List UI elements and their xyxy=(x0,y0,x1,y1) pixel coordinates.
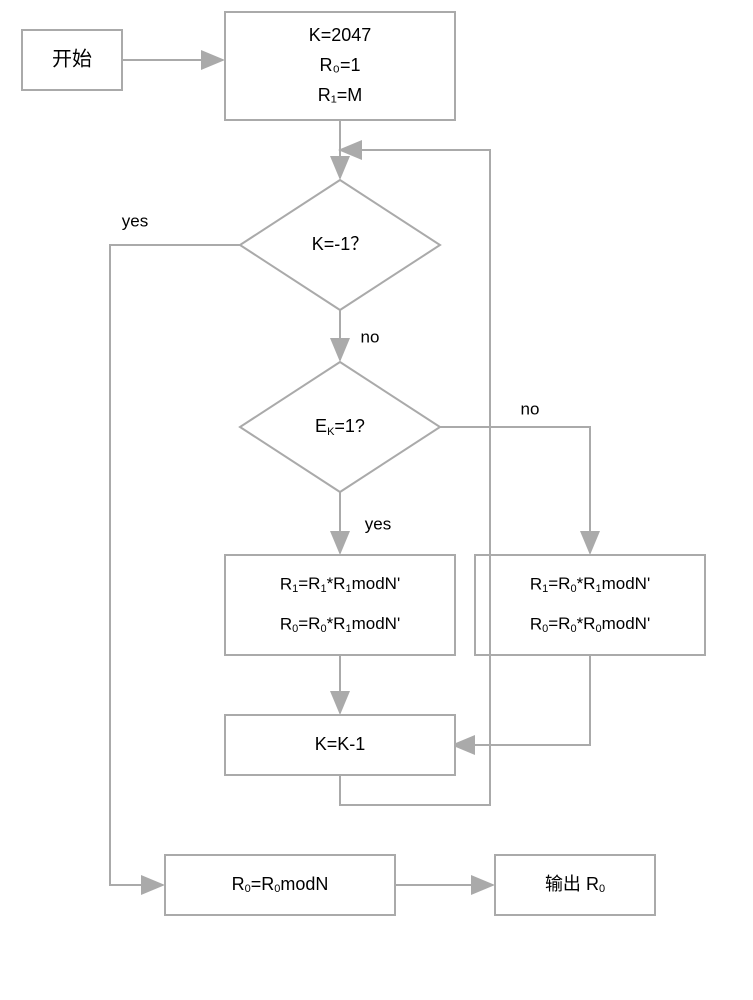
d1-yes-label: yes xyxy=(122,211,148,230)
start-label: 开始 xyxy=(52,47,92,70)
d2-no-label: no xyxy=(521,399,540,418)
yesbox-line-0: R1=R1*R1modN' xyxy=(280,574,400,594)
edge-nobox-dec xyxy=(453,655,590,745)
init-line-1: R₀=1 xyxy=(320,55,361,75)
init-line-2: R₁=M xyxy=(318,85,363,105)
d2-label: EK=1? xyxy=(315,416,365,438)
dec-label: K=K-1 xyxy=(315,734,366,754)
init-line-0: K=2047 xyxy=(309,25,372,45)
d1-no-label: no xyxy=(361,327,380,346)
nobox-line-0: R1=R0*R1modN' xyxy=(530,574,650,594)
edge-d2-nobox xyxy=(440,427,590,553)
yesbox-line-1: R0=R0*R1modN' xyxy=(280,614,400,634)
nobox-line-1: R0=R0*R0modN' xyxy=(530,614,650,634)
no-box xyxy=(475,555,705,655)
output-label: 输出 R0 xyxy=(545,874,605,895)
yes-box xyxy=(225,555,455,655)
d2-yes-label: yes xyxy=(365,514,391,533)
edge-d1-final xyxy=(110,245,240,885)
d1-label: K=-1？ xyxy=(312,234,369,254)
